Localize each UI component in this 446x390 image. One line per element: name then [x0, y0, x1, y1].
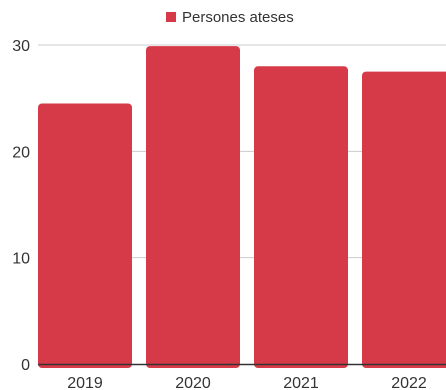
y-tick-label-20: 20: [12, 144, 30, 161]
x-tick-label-2021: 2021: [283, 375, 319, 390]
bars: [38, 46, 446, 369]
legend-label-persones-ateses: Persones ateses: [182, 9, 294, 26]
x-tick-label-2020: 2020: [175, 375, 211, 390]
x-tick-label-2019: 2019: [67, 375, 103, 390]
bar-2021[interactable]: [254, 66, 348, 369]
legend[interactable]: Persones ateses: [166, 9, 294, 26]
bar-2022[interactable]: [362, 71, 446, 368]
y-axis-ticks: 0 10 20 30: [12, 38, 30, 374]
legend-swatch-persones-ateses: [166, 12, 176, 22]
y-tick-label-30: 30: [12, 38, 30, 55]
y-tick-label-10: 10: [12, 251, 30, 268]
bar-2020[interactable]: [146, 46, 240, 369]
bar-2019[interactable]: [38, 103, 132, 368]
x-axis-ticks: 2019 2020 2021 2022: [67, 375, 427, 390]
y-tick-label-0: 0: [21, 357, 30, 374]
x-tick-label-2022: 2022: [391, 375, 427, 390]
